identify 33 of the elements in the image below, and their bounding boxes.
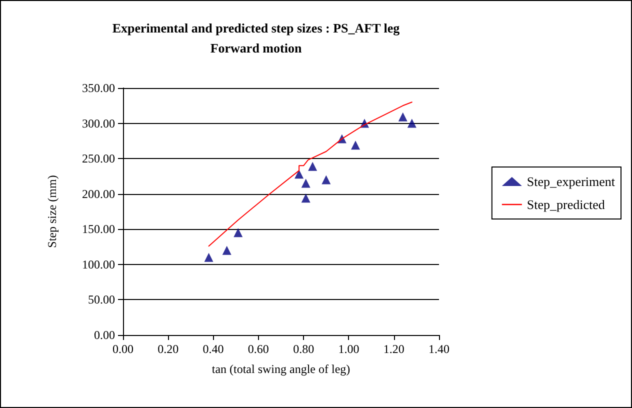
point xyxy=(301,194,310,203)
point xyxy=(398,112,408,122)
y-tick-label: 150.00 xyxy=(82,222,115,236)
point xyxy=(407,118,416,128)
y-tick-label: 50.00 xyxy=(88,292,115,307)
y-tick-label: 350.00 xyxy=(82,81,115,95)
x-tick-label: 0.20 xyxy=(158,342,179,356)
y-tick-label: 0.00 xyxy=(94,328,115,342)
point xyxy=(308,162,318,171)
x-axis-title: tan (total swing angle of leg) xyxy=(212,362,350,376)
x-tick-label: 0.00 xyxy=(112,342,134,356)
x-tick-label: 1.00 xyxy=(338,342,360,356)
y-tick-label: 300.00 xyxy=(82,116,115,130)
y-axis-title: Step size (mm) xyxy=(45,175,59,248)
point xyxy=(204,252,214,262)
y-tick-label: 100.00 xyxy=(82,257,115,272)
point xyxy=(294,170,304,179)
point xyxy=(301,178,310,188)
line-series xyxy=(208,102,412,247)
point xyxy=(234,228,243,238)
y-tick-label: 200.00 xyxy=(82,186,115,201)
x-tick-label: 0.80 xyxy=(293,342,314,356)
x-tick-label: 0.60 xyxy=(248,342,269,356)
legend-label: Step_experiment xyxy=(526,174,616,189)
x-tick-label: 1.40 xyxy=(428,342,450,356)
point xyxy=(350,140,360,150)
y-tick-label: 250.00 xyxy=(82,152,115,166)
chart-title: Experimental and predicted step sizes : PS_AFT leg Forward motion xyxy=(112,20,400,56)
point xyxy=(322,175,331,184)
x-tick-label: 1.20 xyxy=(383,342,404,356)
point xyxy=(222,246,232,255)
legend-label: Step_predicted xyxy=(526,197,606,212)
x-tick-label: 0.40 xyxy=(202,342,224,356)
